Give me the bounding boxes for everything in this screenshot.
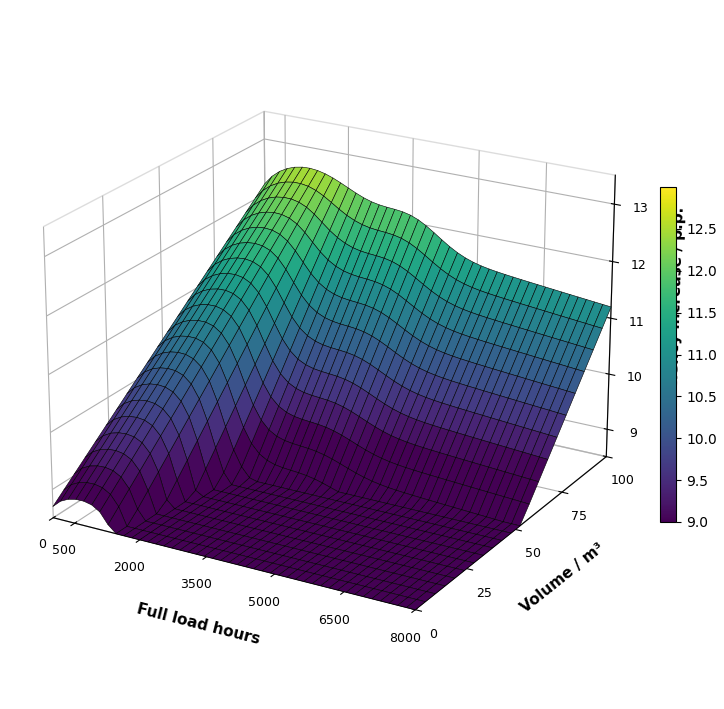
X-axis label: Full load hours: Full load hours — [135, 602, 262, 647]
Y-axis label: Volume / m³: Volume / m³ — [518, 540, 607, 615]
